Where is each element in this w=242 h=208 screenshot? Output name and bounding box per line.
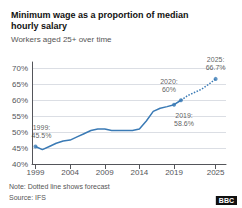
svg-text:2020:: 2020: (160, 78, 178, 85)
svg-text:58.6%: 58.6% (174, 120, 194, 127)
svg-text:Note: Dotted line shows foreca: Note: Dotted line shows forecast (9, 183, 110, 190)
svg-text:50%: 50% (12, 128, 28, 137)
svg-text:2004: 2004 (61, 168, 79, 177)
svg-text:2009: 2009 (96, 168, 114, 177)
svg-text:40%: 40% (12, 159, 28, 169)
svg-text:Source: IFS: Source: IFS (9, 194, 46, 201)
svg-text:Workers aged 25+ over time: Workers aged 25+ over time (11, 35, 112, 44)
svg-text:2019: 2019 (165, 168, 183, 177)
svg-text:45%: 45% (12, 144, 28, 153)
svg-text:2025: 2025 (207, 168, 225, 177)
svg-text:1999:: 1999: (33, 124, 51, 131)
svg-text:BBC: BBC (219, 197, 234, 204)
svg-text:hourly salary: hourly salary (11, 21, 67, 31)
svg-text:70%: 70% (12, 64, 28, 73)
svg-text:55%: 55% (12, 112, 28, 121)
svg-text:66.7%: 66.7% (206, 64, 226, 71)
svg-text:65%: 65% (12, 80, 28, 89)
svg-text:2014: 2014 (130, 168, 148, 177)
svg-text:2019:: 2019: (175, 112, 193, 119)
svg-text:Minimum wage as a proportion o: Minimum wage as a proportion of median (11, 10, 189, 20)
svg-text:1999: 1999 (27, 168, 45, 177)
svg-text:60%: 60% (162, 86, 176, 93)
svg-text:45.5%: 45.5% (32, 132, 52, 139)
svg-text:2025:: 2025: (207, 56, 225, 63)
svg-text:60%: 60% (12, 96, 28, 105)
